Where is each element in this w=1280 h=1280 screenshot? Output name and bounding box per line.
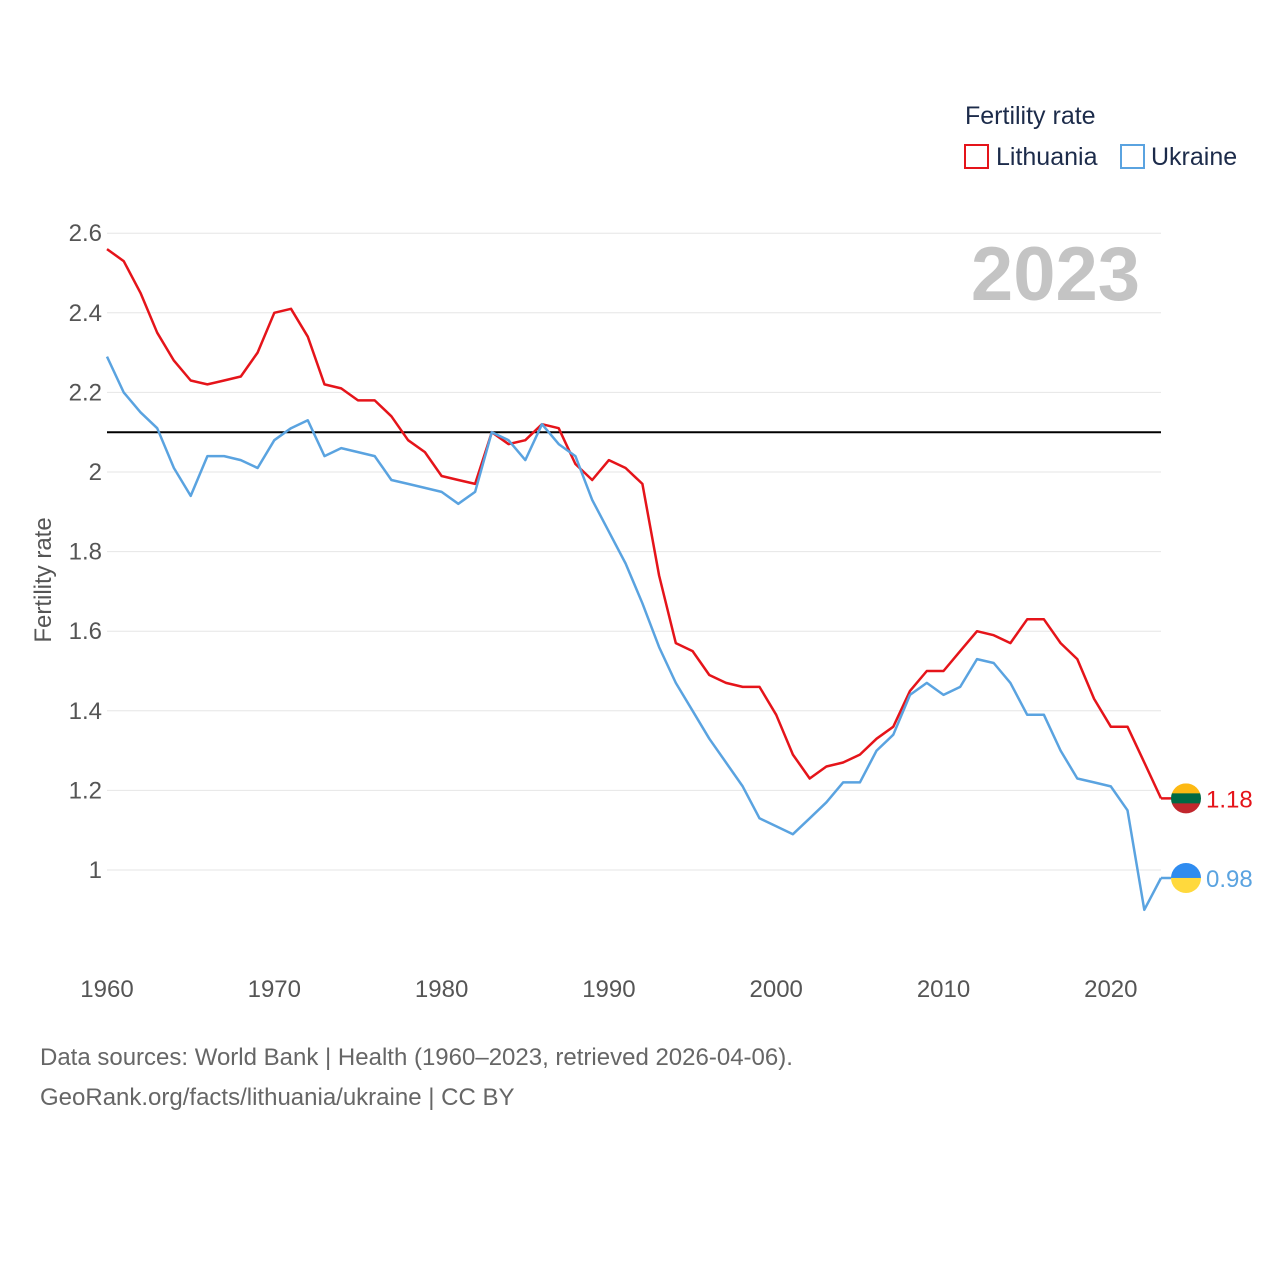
y-axis-ticks: 1 1.2 1.4 1.6 1.8 2 2.2 2.4 2.6 [69,220,102,884]
y-tick-label: 1 [89,857,102,884]
source-line: Data sources: World Bank | Health (1960–… [40,1044,793,1071]
x-axis-ticks: 1960 1970 1980 1990 2000 2010 2020 [80,976,1137,1003]
series-line-ukraine [105,356,1163,912]
legend-title: Fertility rate [965,102,1096,130]
y-tick-label: 1.8 [69,539,102,566]
series-line-lithuania [106,248,1163,799]
y-tick-label: 2.6 [69,220,102,247]
y-tick-label: 1.6 [69,618,102,645]
legend-swatch-lithuania [964,144,989,169]
end-value-label-ukraine: 0.98 [1206,866,1253,893]
legend-item-lithuania[interactable]: Lithuania [964,143,1098,171]
y-tick-label: 1.2 [69,777,102,804]
flag-icon-ukraine [1171,862,1201,893]
flag-icon-lithuania [1171,783,1201,814]
x-tick-label: 1970 [248,976,301,1003]
x-tick-label: 1980 [415,976,468,1003]
legend-label-lithuania: Lithuania [996,143,1098,171]
x-tick-label: 1990 [582,976,635,1003]
x-tick-label: 2020 [1084,976,1137,1003]
x-tick-label: 2010 [917,976,970,1003]
year-label: 2023 [971,232,1140,317]
x-tick-label: 2000 [750,976,803,1003]
y-tick-label: 1.4 [69,698,102,725]
grid-lines [107,232,1161,871]
end-value-label-lithuania: 1.18 [1206,786,1253,813]
y-tick-label: 2.4 [69,300,102,327]
x-tick-label: 1960 [80,976,133,1003]
y-tick-label: 2 [89,459,102,486]
end-markers: 1.18 0.98 [1161,783,1253,893]
legend-swatch-ukraine [1120,144,1145,169]
y-axis-title: Fertility rate [30,517,57,642]
y-tick-label: 2.2 [69,379,102,406]
legend-label-ukraine: Ukraine [1151,143,1237,171]
attribution-line: GeoRank.org/facts/lithuania/ukraine | CC… [40,1084,515,1111]
legend-item-ukraine[interactable]: Ukraine [1120,143,1237,171]
legend: Fertility rate Lithuania Ukraine [964,102,1237,171]
series-lines [105,248,1163,912]
